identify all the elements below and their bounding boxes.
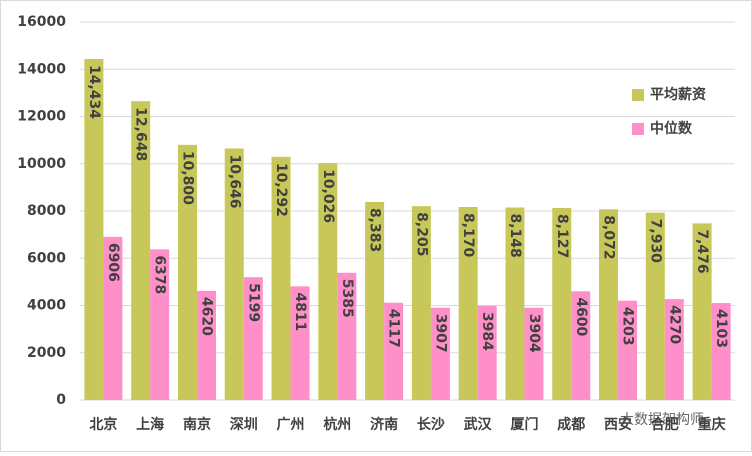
bar [384,302,404,400]
legend-swatch [632,123,644,135]
x-tick-label: 杭州 [323,416,351,433]
x-tick-label: 南京 [183,416,211,433]
bar [524,307,544,400]
x-tick-label: 广州 [277,416,305,433]
bar [243,277,263,400]
bar [505,207,525,400]
data-label: 8,383 [367,208,383,252]
x-tick-label: 长沙 [417,416,445,433]
data-label: 4600 [573,297,589,336]
y-tick-label: 4000 [27,298,66,314]
y-tick-label: 6000 [27,250,66,266]
y-tick-label: 10000 [17,156,66,172]
data-label: 8,127 [554,214,570,258]
y-tick-label: 8000 [27,203,66,219]
bar [477,305,497,400]
bar [645,212,665,400]
bar [571,291,591,400]
bar [411,206,431,400]
x-tick-label: 厦门 [510,416,538,433]
bar [692,223,712,400]
bar [599,209,619,400]
bar [318,163,338,400]
data-label: 14,434 [86,65,102,119]
bar [103,236,123,400]
x-tick-label: 成都 [557,416,585,433]
bar [131,101,151,400]
data-label: 8,170 [460,213,476,258]
y-tick-label: 14000 [17,61,66,77]
bar [84,58,104,400]
data-label: 3907 [432,314,448,353]
data-label: 10,800 [179,151,195,205]
data-label: 4117 [386,309,402,348]
bar [552,207,572,400]
data-label: 8,148 [507,214,523,258]
data-label: 5199 [245,283,261,322]
data-label: 5385 [339,279,355,318]
bar [618,300,638,400]
x-tick-label: 重庆 [698,416,726,433]
data-label: 10,026 [320,169,336,223]
data-label: 4103 [713,309,729,348]
x-tick-label: 济南 [370,416,398,433]
y-tick-label: 0 [56,392,66,408]
bar [224,148,244,400]
bar [196,290,216,400]
data-label: 8,072 [601,215,617,259]
legend-label: 平均薪资 [650,86,706,103]
bar [458,206,478,400]
y-tick-label: 12000 [17,109,66,125]
bar [337,272,357,400]
bar [150,249,170,400]
x-tick-label: 上海 [136,416,164,433]
bar [430,307,450,400]
data-label: 3904 [526,314,542,353]
data-label: 10,646 [226,154,242,208]
bar [664,299,684,400]
x-tick-label: 西安 [604,416,632,433]
data-label: 3984 [479,312,495,351]
data-label: 4203 [620,307,636,346]
x-tick-label: 北京 [89,416,117,433]
x-tick-label: 武汉 [464,416,493,433]
bar [290,286,310,400]
data-label: 6906 [105,243,121,282]
watermark: 大数据架构师 [620,412,704,428]
data-label: 4811 [292,292,308,331]
data-label: 7,476 [694,229,710,273]
legend-label: 中位数 [650,120,693,137]
data-label: 4620 [198,297,214,336]
bar [271,156,291,400]
data-label: 8,205 [413,212,429,256]
bar [365,201,385,400]
y-tick-label: 2000 [27,345,66,361]
bar [177,144,197,400]
y-tick-label: 16000 [17,14,66,30]
legend-swatch [632,89,644,101]
data-label: 7,930 [647,219,663,264]
data-label: 10,292 [273,163,289,217]
data-label: 12,648 [133,107,149,161]
bar [711,303,731,400]
data-label: 6378 [152,255,168,294]
x-tick-label: 合肥 [651,416,679,433]
x-tick-label: 深圳 [230,416,258,433]
data-label: 4270 [666,305,682,344]
